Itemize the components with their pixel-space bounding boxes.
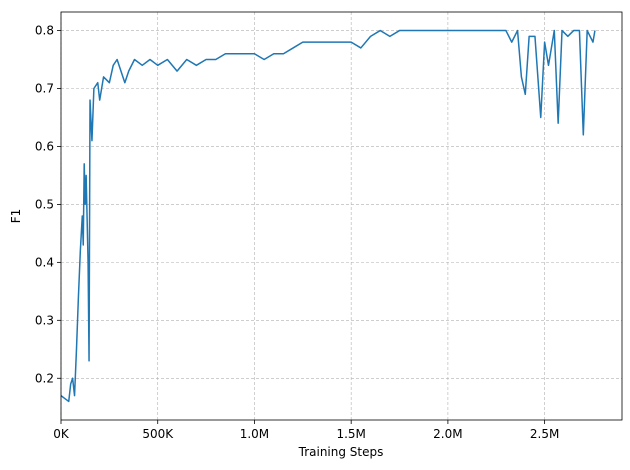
y-tick-label: 0.4 xyxy=(35,255,54,269)
x-tick-label: 1.0M xyxy=(240,427,269,441)
x-tick-label: 0K xyxy=(53,427,70,441)
y-tick-label: 0.5 xyxy=(35,197,54,211)
plot-frame xyxy=(60,11,623,421)
x-axis-label: Training Steps xyxy=(298,445,384,459)
y-tick-label: 0.2 xyxy=(35,371,54,385)
data-line xyxy=(60,29,596,403)
x-tick-label: 500K xyxy=(142,427,174,441)
y-tick-label: 0.8 xyxy=(35,24,54,38)
x-tick-label: 2.0M xyxy=(433,427,462,441)
y-axis-label: F1 xyxy=(9,209,23,224)
x-tick-label: 2.5M xyxy=(530,427,559,441)
y-tick-label: 0.6 xyxy=(35,139,54,153)
y-tick-label: 0.7 xyxy=(35,82,54,96)
x-tick-label: 1.5M xyxy=(336,427,365,441)
y-tick-label: 0.3 xyxy=(35,313,54,327)
